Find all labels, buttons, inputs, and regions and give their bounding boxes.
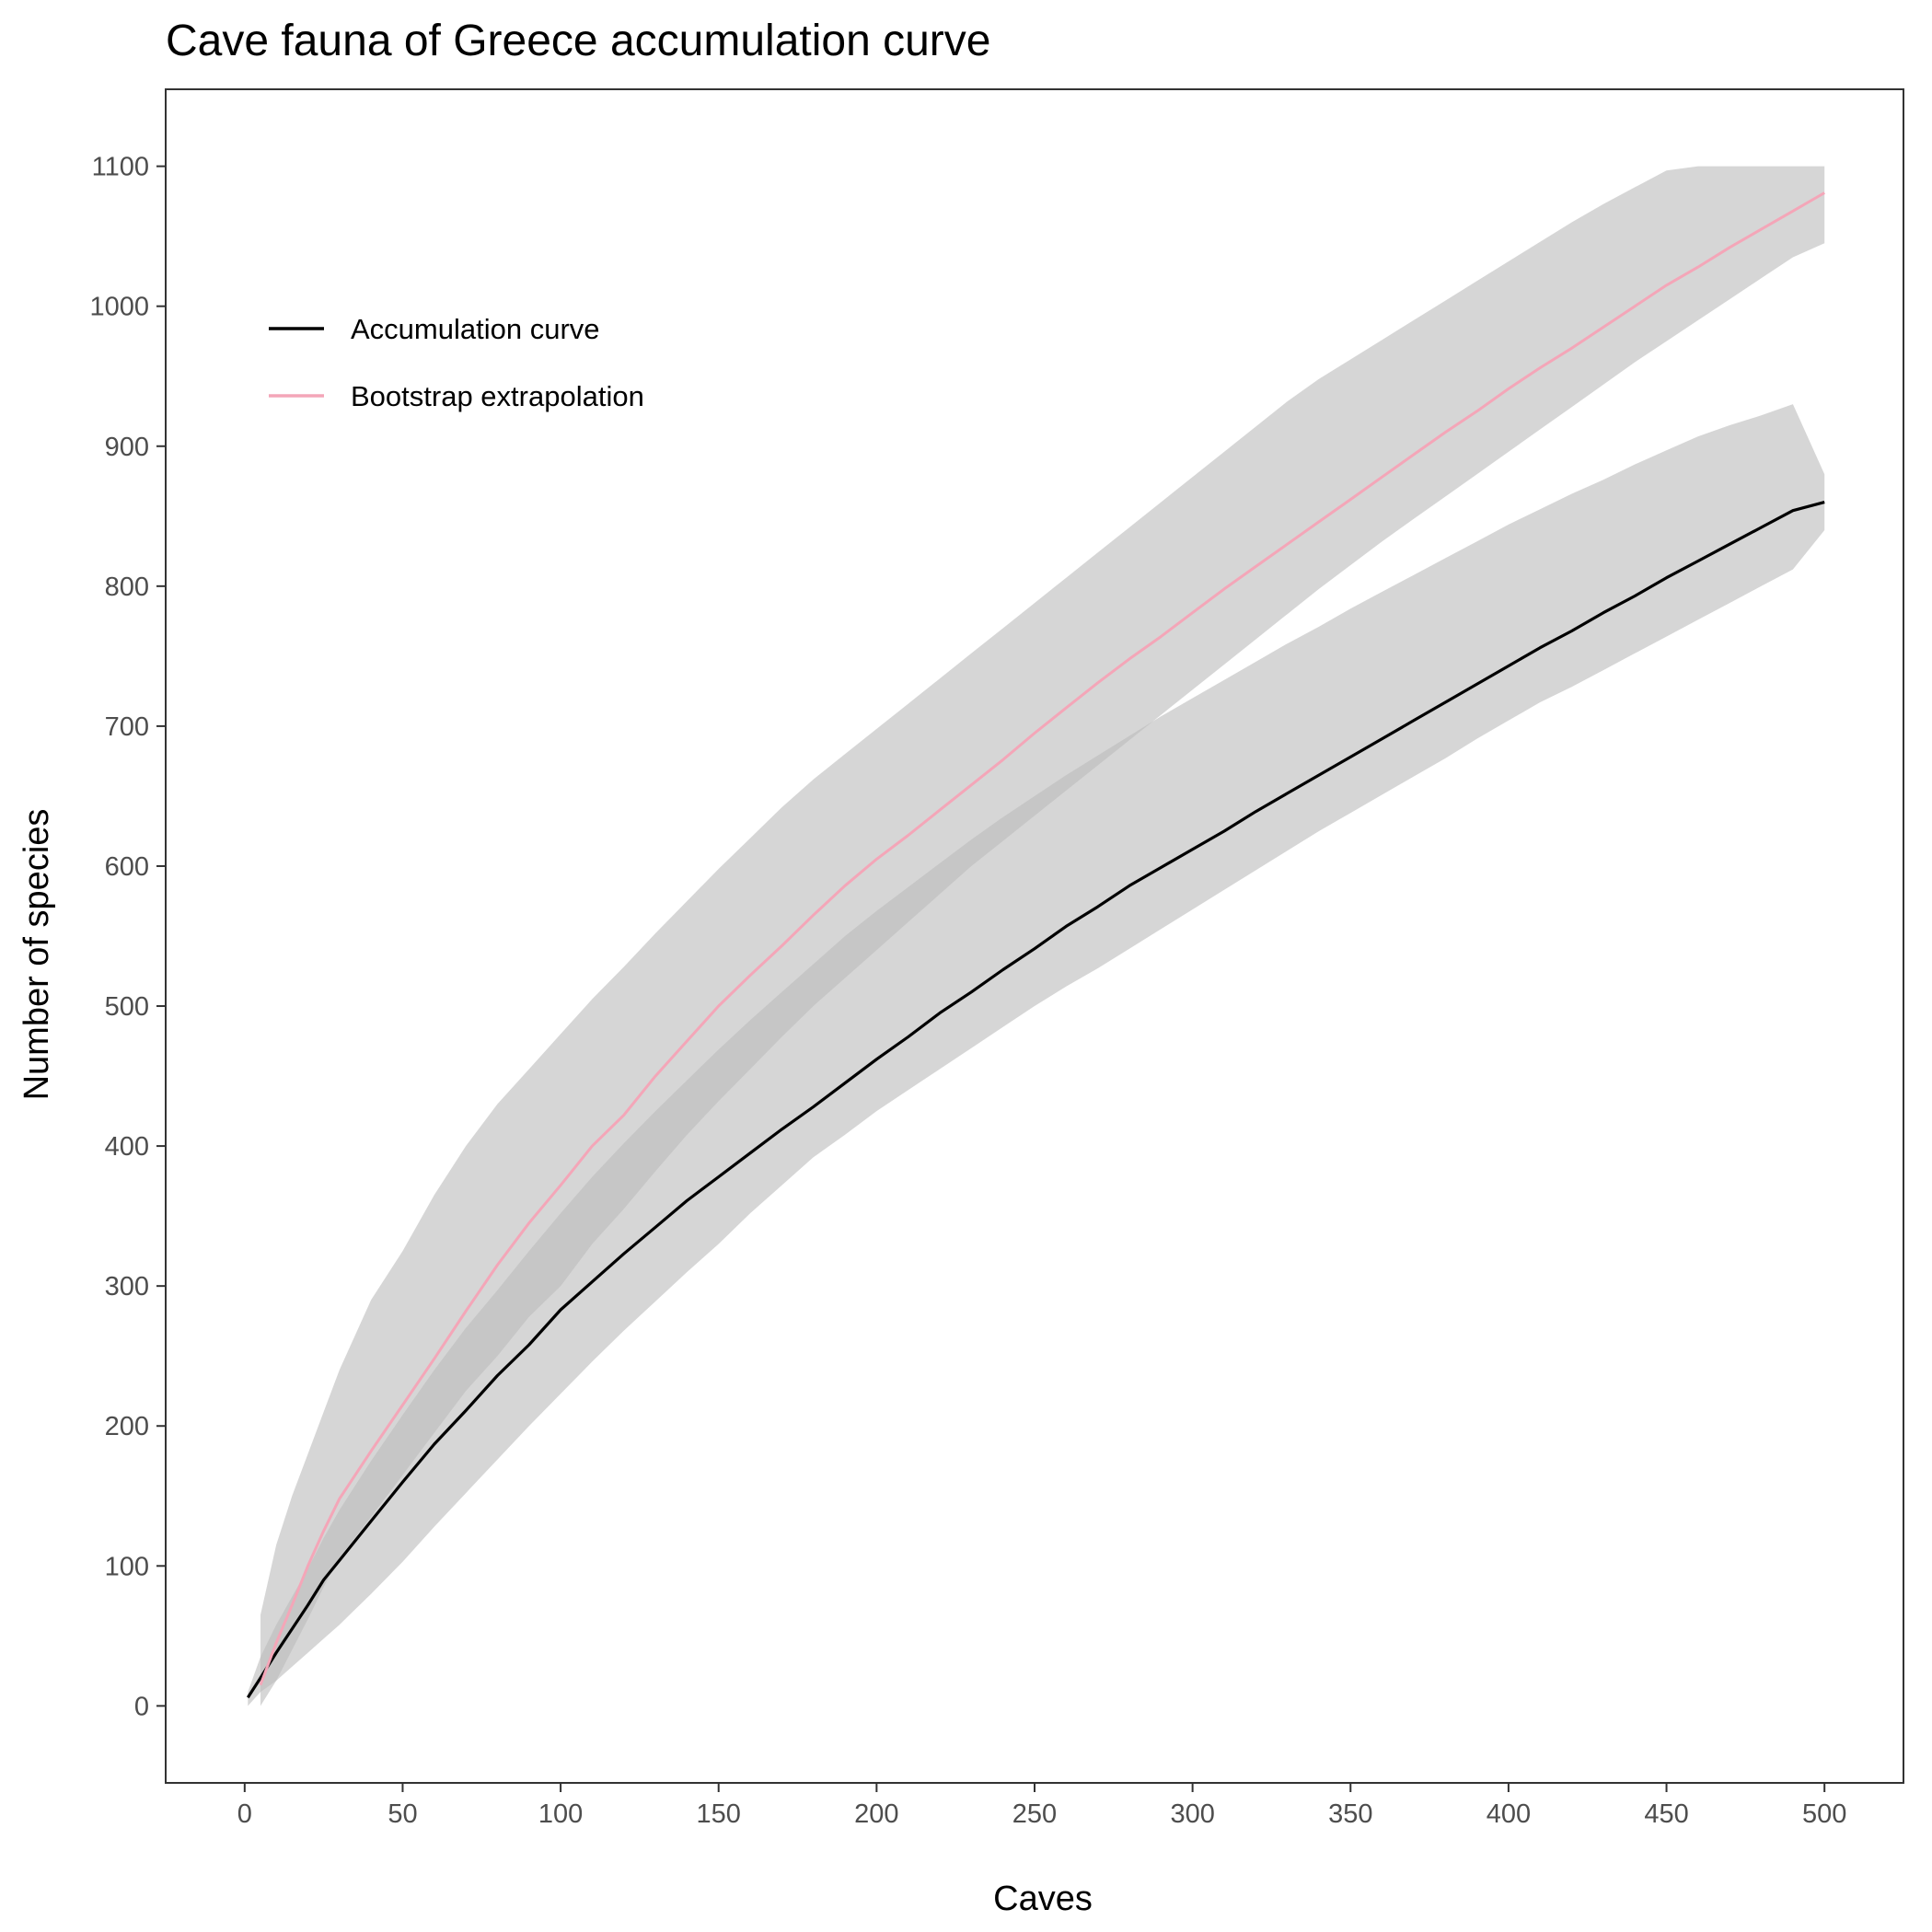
x-tick-label: 50	[388, 1799, 417, 1829]
x-tick-label: 100	[538, 1799, 583, 1829]
y-tick-label: 800	[105, 573, 149, 602]
y-tick-label: 500	[105, 992, 149, 1022]
y-tick-label: 200	[105, 1412, 149, 1441]
confidence-band-1	[248, 404, 1825, 1706]
y-tick-label: 900	[105, 433, 149, 462]
y-tick-label: 600	[105, 852, 149, 882]
x-tick-label: 250	[1012, 1799, 1057, 1829]
y-tick-label: 0	[134, 1692, 149, 1721]
y-tick-label: 1000	[89, 293, 149, 322]
x-tick-label: 400	[1487, 1799, 1531, 1829]
confidence-band-2	[260, 166, 1825, 1706]
y-axis-title: Number of species	[17, 809, 56, 1101]
y-tick-label: 300	[105, 1272, 149, 1301]
x-tick-label: 300	[1170, 1799, 1214, 1829]
x-axis: 0 50 100 150 200 250 300 350 400 450 500	[237, 1783, 1846, 1829]
y-tick-label: 100	[105, 1552, 149, 1581]
y-axis: 0 100 200 300 400 500 600 700 800 900 1000 1100	[89, 153, 166, 1721]
x-tick-label: 0	[237, 1799, 252, 1829]
legend: Accumulation curve Bootstrap extrapolati…	[269, 313, 644, 412]
plot-area	[165, 88, 1904, 1784]
series-line-2	[259, 191, 1825, 1686]
x-tick-label: 200	[854, 1799, 898, 1829]
y-tick-label: 700	[105, 712, 149, 742]
chart-title: Cave fauna of Greece accumulation curve	[166, 17, 990, 65]
y-tick-label: 1100	[92, 153, 149, 182]
x-tick-label: 350	[1328, 1799, 1372, 1829]
legend-label-bootstrap: Bootstrap extrapolation	[351, 380, 644, 412]
x-tick-label: 450	[1644, 1799, 1688, 1829]
legend-label-accumulation: Accumulation curve	[351, 313, 600, 345]
x-tick-label: 150	[697, 1799, 741, 1829]
y-tick-label: 400	[105, 1132, 149, 1162]
x-tick-label: 500	[1802, 1799, 1846, 1829]
x-axis-title: Caves	[993, 1880, 1093, 1918]
series-line-1	[246, 501, 1825, 1699]
